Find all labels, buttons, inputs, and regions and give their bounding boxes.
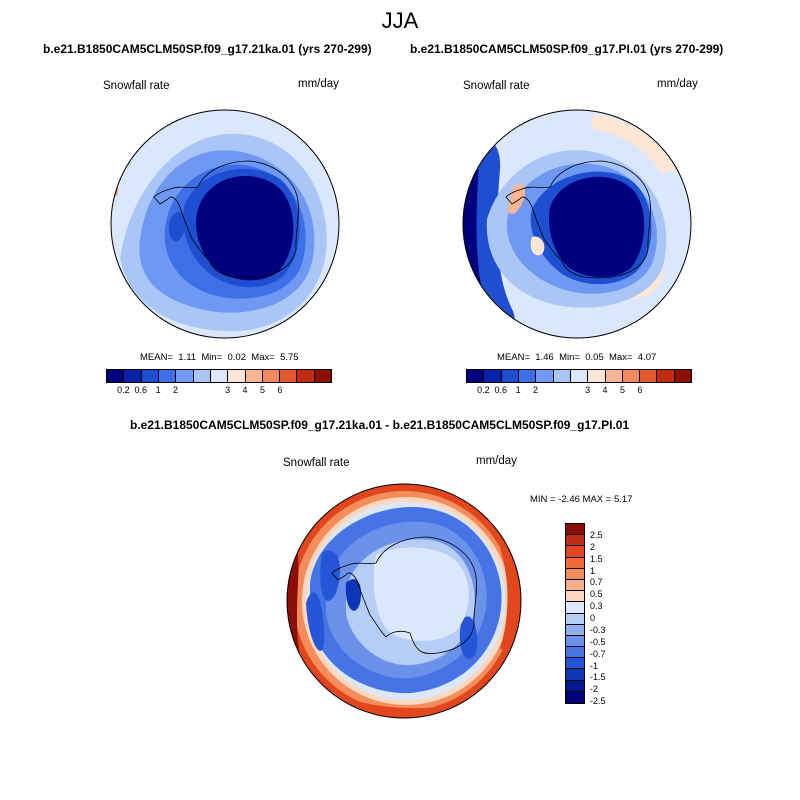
colorbar-swatch bbox=[566, 524, 584, 536]
colorbar-swatch bbox=[210, 370, 229, 382]
colorbar-tick-label: 6 bbox=[277, 385, 283, 395]
colorbar-swatch bbox=[566, 591, 584, 603]
colorbar-swatch bbox=[297, 370, 315, 382]
colorbar-swatch bbox=[176, 370, 194, 382]
top-right-colorbar: 0.2 0.6 1 2 3 4 5 6 bbox=[466, 369, 692, 397]
colorbar-tick-label: -0.3 bbox=[590, 624, 606, 635]
colorbar-tick-label: 0.6 bbox=[494, 385, 508, 395]
colorbar-tick-label: -2 bbox=[590, 684, 599, 695]
colorbar-swatch bbox=[124, 370, 142, 382]
colorbar-tick-label: 5 bbox=[619, 385, 625, 395]
top-right-panel-title: b.e21.B1850CAM5CLM50SP.f09_g17.PI.01 (yr… bbox=[410, 42, 724, 56]
colorbar-tick-label: 1 bbox=[155, 385, 161, 395]
colorbar-swatch bbox=[588, 370, 606, 382]
colorbar-tick-label: -0.7 bbox=[590, 648, 606, 659]
top-right-coastline bbox=[505, 160, 651, 279]
figure-title: JJA bbox=[381, 8, 419, 33]
colorbar-swatch bbox=[566, 557, 584, 569]
colorbar-tick-label: 4 bbox=[242, 385, 248, 395]
top-right-units-label: mm/day bbox=[657, 78, 698, 90]
colorbar-swatch bbox=[605, 370, 623, 382]
colorbar-tick-label: 4 bbox=[602, 385, 608, 395]
colorbar-tick-label: 1.5 bbox=[590, 553, 603, 564]
colorbar-swatch bbox=[570, 370, 589, 382]
colorbar-tick-label: 0.2 bbox=[117, 385, 130, 395]
colorbar-swatch bbox=[640, 370, 658, 382]
top-left-polar-map bbox=[110, 109, 340, 339]
colorbar-swatch bbox=[566, 635, 584, 648]
colorbar-swatch bbox=[566, 658, 584, 670]
colorbar-tick-label: 0.6 bbox=[134, 385, 148, 395]
colorbar-tick-label: 0.3 bbox=[590, 601, 603, 612]
top-left-coastline bbox=[153, 160, 299, 279]
colorbar-swatch bbox=[193, 370, 211, 382]
top-left-stats: MEAN= 1.11 Min= 0.02 Max= 5.75 bbox=[140, 352, 299, 363]
colorbar-swatch bbox=[566, 568, 584, 580]
top-right-variable-label: Snowfall rate bbox=[463, 80, 530, 92]
colorbar-swatch bbox=[566, 669, 584, 681]
colorbar-swatch bbox=[141, 370, 159, 382]
colorbar-swatch bbox=[566, 602, 584, 614]
colorbar-swatch bbox=[484, 370, 502, 382]
top-left-colorbar: 0.2 0.6 1 2 3 4 5 6 bbox=[106, 369, 332, 397]
colorbar-swatch bbox=[314, 370, 332, 382]
colorbar-swatch bbox=[107, 370, 125, 382]
colorbar-swatch bbox=[566, 546, 584, 558]
difference-panel-title: b.e21.B1850CAM5CLM50SP.f09_g17.21ka.01 -… bbox=[130, 418, 630, 432]
colorbar-tick-label: 0.2 bbox=[477, 385, 490, 395]
colorbar-swatch bbox=[657, 370, 675, 382]
colorbar-swatch bbox=[553, 370, 571, 382]
difference-colorbar bbox=[565, 523, 585, 704]
colorbar-tick-label: 0 bbox=[590, 613, 596, 623]
colorbar-tick-label: 1 bbox=[515, 385, 521, 395]
colorbar-swatch bbox=[158, 370, 177, 382]
colorbar-tick-label: -1.5 bbox=[590, 672, 606, 683]
difference-colorbar-ticks: 2.5 2 1.5 1 0.7 0.5 0.3 0 -0.3 -0.5 -0.7 -1 -1.5 -2 -2… bbox=[590, 523, 630, 713]
colorbar-swatch bbox=[501, 370, 519, 382]
top-left-units-label: mm/day bbox=[298, 78, 339, 90]
colorbar-tick-label: 2 bbox=[173, 385, 179, 395]
colorbar-swatch bbox=[566, 691, 584, 703]
difference-polar-map bbox=[286, 483, 522, 719]
bottom-variable-label: Snowfall rate bbox=[283, 457, 350, 469]
colorbar-tick-label: 6 bbox=[637, 385, 643, 395]
colorbar-tick-label: 3 bbox=[585, 385, 591, 395]
colorbar-tick-label: -0.5 bbox=[590, 636, 606, 647]
top-left-variable-label: Snowfall rate bbox=[103, 80, 170, 92]
colorbar-swatch bbox=[566, 579, 584, 592]
colorbar-tick-label: 5 bbox=[259, 385, 265, 395]
colorbar-swatch bbox=[622, 370, 641, 382]
colorbar-swatch bbox=[674, 370, 692, 382]
colorbar-tick-label: 0.7 bbox=[590, 577, 603, 588]
colorbar-tick-label: 2 bbox=[533, 385, 539, 395]
top-left-panel-title: b.e21.B1850CAM5CLM50SP.f09_g17.21ka.01 (… bbox=[43, 42, 372, 56]
colorbar-tick-label: 3 bbox=[225, 385, 231, 395]
colorbar-swatch bbox=[245, 370, 263, 382]
difference-coastline bbox=[331, 536, 477, 654]
bottom-units-label: mm/day bbox=[476, 455, 517, 467]
colorbar-swatch bbox=[566, 613, 584, 625]
colorbar-swatch bbox=[262, 370, 281, 382]
colorbar-tick-label: 2 bbox=[590, 541, 596, 552]
colorbar-swatch bbox=[566, 680, 584, 692]
colorbar-tick-label: 1 bbox=[590, 565, 596, 576]
colorbar-swatch bbox=[566, 624, 584, 636]
colorbar-tick-label: -2.5 bbox=[590, 696, 606, 707]
colorbar-swatch bbox=[228, 370, 246, 382]
colorbar-swatch bbox=[280, 370, 298, 382]
colorbar-tick-label: 0.5 bbox=[590, 589, 603, 600]
bottom-min-max-label: MIN = -2.46 MAX = 5.17 bbox=[530, 494, 633, 505]
top-right-stats: MEAN= 1.46 Min= 0.05 Max= 4.07 bbox=[497, 352, 657, 363]
colorbar-swatch bbox=[518, 370, 537, 382]
colorbar-swatch bbox=[536, 370, 554, 382]
colorbar-tick-label: 2.5 bbox=[590, 529, 603, 540]
colorbar-tick-label: -1 bbox=[590, 660, 599, 671]
colorbar-swatch bbox=[566, 647, 584, 659]
colorbar-swatch bbox=[566, 535, 584, 547]
top-right-polar-map bbox=[462, 109, 692, 339]
colorbar-swatch bbox=[467, 370, 485, 382]
